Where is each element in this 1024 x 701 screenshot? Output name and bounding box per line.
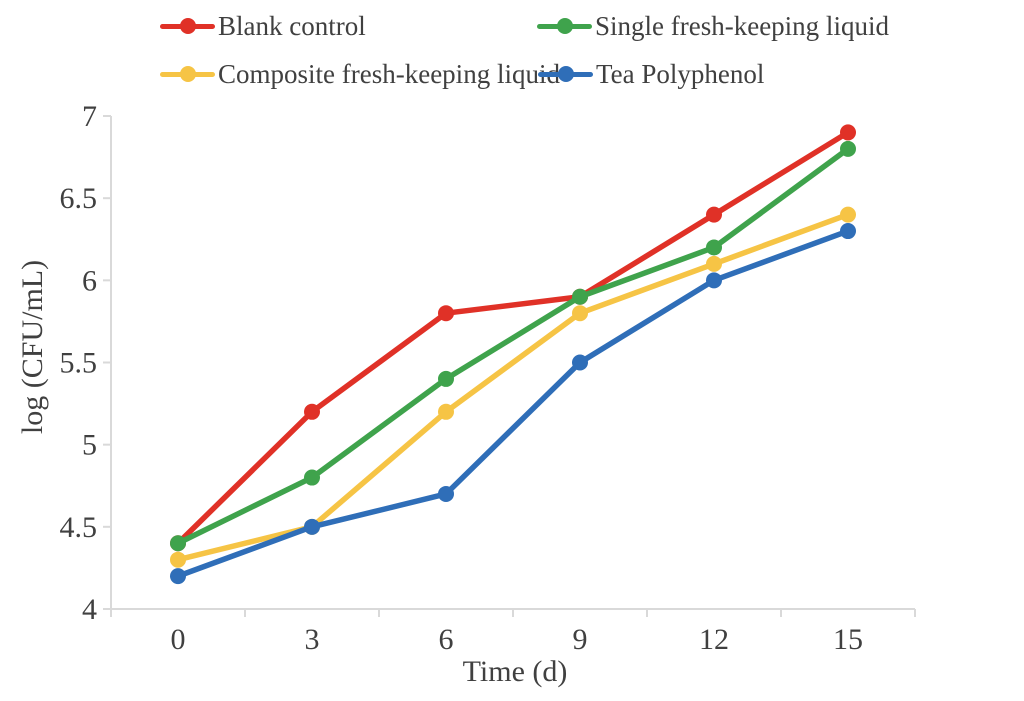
data-point-marker — [706, 255, 722, 272]
data-point-marker — [572, 354, 588, 371]
data-point-marker — [304, 403, 320, 420]
x-tick-label: 9 — [573, 623, 588, 656]
legend-line-dot-icon — [160, 17, 215, 35]
legend-item-tea-polyphenol: Tea Polyphenol — [538, 52, 764, 96]
y-tick-label: 5.5 — [60, 347, 98, 380]
data-point-marker — [304, 469, 320, 486]
series-single-fresh-keeping-liquid — [170, 140, 856, 552]
data-point-marker — [840, 124, 856, 141]
legend-label: Blank control — [218, 11, 366, 41]
data-point-marker — [840, 140, 856, 157]
data-point-marker — [572, 305, 588, 322]
data-point-marker — [170, 535, 186, 552]
data-point-marker — [840, 206, 856, 223]
y-tick-label: 6.5 — [60, 182, 98, 215]
data-point-marker — [572, 288, 588, 305]
y-tick-label: 5 — [82, 429, 97, 462]
legend-line-dot-icon — [538, 65, 593, 83]
y-tick-label: 4 — [82, 593, 97, 626]
data-point-marker — [438, 370, 454, 387]
series-composite-fresh-keeping-liquid — [170, 206, 856, 568]
plot-series — [170, 124, 856, 585]
x-tick-label: 12 — [699, 623, 729, 656]
data-point-marker — [438, 305, 454, 322]
data-point-marker — [170, 551, 186, 568]
series-line — [175, 146, 851, 547]
data-point-marker — [706, 206, 722, 223]
series-line — [175, 129, 851, 547]
x-axis-title: Time (d) — [463, 655, 568, 688]
data-point-marker — [304, 518, 320, 535]
data-point-marker — [706, 239, 722, 256]
data-point-marker — [438, 403, 454, 420]
legend-line-dot-icon — [537, 17, 592, 35]
series-line — [175, 228, 851, 579]
data-point-marker — [438, 485, 454, 502]
series-tea-polyphenol — [170, 223, 856, 585]
x-tick-label: 0 — [171, 623, 186, 656]
data-point-marker — [706, 272, 722, 289]
data-point-marker — [170, 568, 186, 585]
x-tick-label: 15 — [833, 623, 863, 656]
data-point-marker — [840, 223, 856, 240]
y-tick-label: 6 — [82, 264, 97, 297]
x-tick-label: 3 — [305, 623, 320, 656]
x-tick-label: 6 — [439, 623, 454, 656]
y-axis-title: log (CFU/mL) — [16, 260, 49, 434]
legend-label: Composite fresh-keeping liquid — [218, 59, 560, 89]
legend-label: Single fresh-keeping liquid — [595, 11, 889, 41]
legend-label: Tea Polyphenol — [596, 59, 765, 89]
y-tick-label: 4.5 — [60, 511, 98, 544]
chart-legend: Blank control Single fresh-keeping liqui… — [0, 0, 1024, 100]
plot-tick-labels: 4 4.5 5 5.5 6 6.5 7 0 3 6 9 12 15 — [60, 100, 864, 656]
plot-axes — [103, 115, 916, 617]
legend-line-dot-icon — [160, 65, 215, 83]
legend-item-single-fresh-keeping-liquid: Single fresh-keeping liquid — [537, 4, 889, 48]
y-tick-label: 7 — [82, 100, 97, 133]
legend-item-composite-fresh-keeping-liquid: Composite fresh-keeping liquid — [160, 52, 560, 96]
legend-item-blank-control: Blank control — [160, 4, 366, 48]
